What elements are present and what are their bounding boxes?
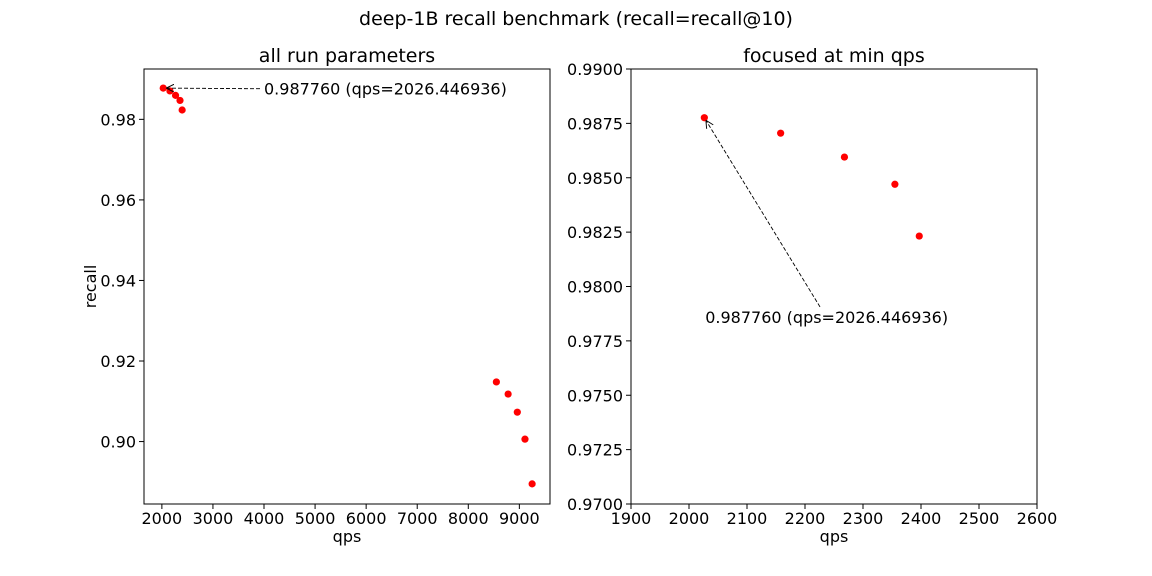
y-tick-label: 0.9700 <box>567 495 623 514</box>
data-point <box>176 96 184 105</box>
subplot-2: focused at min qps 1900 2000 2100 2200 2300 24… <box>567 45 1057 546</box>
y-tick-label: 0.9775 <box>567 332 623 351</box>
annotation-label: 0.987760 (qps=2026.446936) <box>705 308 948 327</box>
y-tick-label: 0.9825 <box>567 223 623 242</box>
y-tick-label: 0.9725 <box>567 441 623 460</box>
subplot-title: all run parameters <box>259 45 435 67</box>
data-point <box>700 114 708 122</box>
data-point <box>840 153 849 161</box>
annotation-arrow <box>166 88 261 89</box>
axes-frame <box>630 68 1038 505</box>
x-tick-label: 2000 <box>669 509 710 528</box>
x-tick-label: 2400 <box>901 509 942 528</box>
x-tick-label: 2500 <box>959 509 1000 528</box>
subplot-title: focused at min qps <box>743 45 925 67</box>
data-point <box>492 378 500 386</box>
y-tick-label: 0.96 <box>100 191 136 210</box>
x-tick-label: 4000 <box>244 509 285 528</box>
subplot-1: all run parameters 2000 3000 4000 5000 6000 70… <box>81 45 551 546</box>
figure-title: deep-1B recall benchmark (recall=recall@… <box>359 8 793 30</box>
y-tick-label: 0.90 <box>100 433 136 452</box>
x-axis-label: qps <box>333 527 362 546</box>
y-tick-label: 0.9900 <box>567 60 623 79</box>
data-point <box>521 435 529 443</box>
x-tick-label: 2000 <box>142 509 183 528</box>
x-tick-label: 6000 <box>346 509 387 528</box>
data-point <box>528 480 536 488</box>
data-point <box>891 180 899 188</box>
y-tick-label: 0.92 <box>100 352 136 371</box>
x-axis-label: qps <box>820 527 849 546</box>
data-point <box>504 390 512 398</box>
x-tick-label: 9000 <box>499 509 540 528</box>
y-tick-label: 0.98 <box>100 110 136 129</box>
x-tick-label: 7000 <box>397 509 438 528</box>
x-tick-label: 2600 <box>1017 509 1058 528</box>
data-point <box>178 106 186 114</box>
y-tick-label: 0.94 <box>100 271 136 290</box>
x-tick-label: 2300 <box>843 509 884 528</box>
x-tick-label: 2200 <box>785 509 826 528</box>
x-tick-label: 8000 <box>448 509 489 528</box>
y-tick-label: 0.9850 <box>567 169 623 188</box>
data-point <box>777 129 785 137</box>
axes-frame <box>143 68 551 505</box>
data-point <box>513 408 521 416</box>
x-tick-label: 1900 <box>611 509 652 528</box>
data-point <box>915 232 923 240</box>
x-tick-label: 3000 <box>193 509 234 528</box>
annotation-arrow <box>706 120 821 308</box>
y-tick-label: 0.9800 <box>567 278 623 297</box>
annotation-label: 0.987760 (qps=2026.446936) <box>264 80 507 99</box>
y-tick-label: 0.9875 <box>567 114 623 133</box>
data-point <box>171 91 180 99</box>
x-tick-label: 2100 <box>727 509 768 528</box>
x-tick-label: 5000 <box>295 509 336 528</box>
y-axis-label: recall <box>81 265 100 309</box>
data-point <box>159 84 167 92</box>
y-tick-label: 0.9750 <box>567 386 623 405</box>
